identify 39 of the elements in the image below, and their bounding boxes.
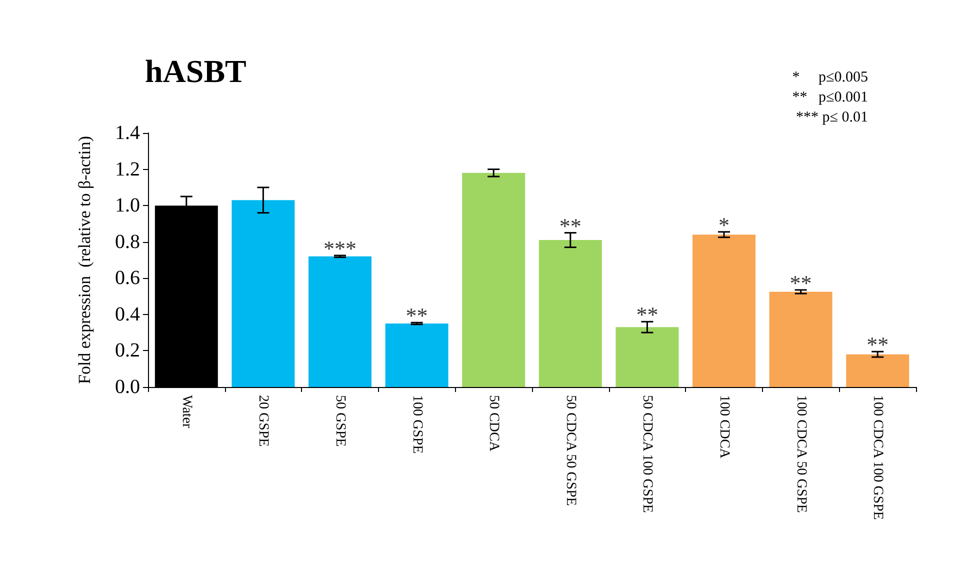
x-tick-label: 100 CDCA 50 GSPE: [793, 395, 808, 513]
y-tick-label: 1.4: [115, 122, 140, 144]
y-axis-title: Fold expression (relative to β-actin): [75, 136, 94, 384]
bar: [616, 327, 679, 387]
x-tick-label: 50 GSPE: [332, 395, 348, 447]
x-tick-label: Water: [178, 395, 194, 428]
x-tick-label: 100 CDCA: [716, 395, 732, 460]
y-tick-label: 1.2: [115, 158, 140, 180]
bar: [769, 292, 832, 387]
y-tick-label: 0.2: [115, 340, 140, 362]
annotation: **: [636, 302, 658, 328]
x-tick-label: 50 CDCA 50 GSPE: [562, 395, 578, 506]
chart-title: hASBT: [145, 53, 246, 89]
bar: [385, 324, 448, 387]
y-tick-label: 0.8: [115, 230, 140, 253]
bar: [538, 240, 602, 387]
bar: [846, 354, 910, 387]
x-tick-label: 50 CDCA 100 GSPE: [640, 395, 655, 513]
bar: [308, 256, 372, 387]
annotation: *: [718, 212, 730, 238]
annotation: **: [406, 303, 428, 328]
y-tick-label: 1.0: [115, 194, 140, 217]
y-tick-label: 0.0: [115, 376, 140, 398]
annotation: **: [866, 332, 889, 358]
text: * p≤0.005: [792, 70, 868, 86]
x-tick-label: 100 CDCA 100 GSPE: [870, 395, 886, 520]
text: *** p≤ 0.01: [796, 110, 868, 126]
annotation: **: [790, 270, 812, 296]
x-tick-label: 100 GSPE: [409, 395, 424, 454]
bar: [232, 200, 295, 387]
annotation: **: [559, 213, 582, 238]
x-tick-label: 20 GSPE: [256, 395, 271, 447]
bar: [692, 234, 756, 387]
text: ** p≤0.001: [792, 90, 868, 106]
bar: [462, 172, 526, 387]
y-tick-label: 0.4: [115, 303, 140, 326]
x-tick-label: 50 CDCA: [486, 395, 502, 452]
y-tick-label: 0.6: [115, 267, 140, 290]
annotation: ***: [324, 236, 356, 261]
